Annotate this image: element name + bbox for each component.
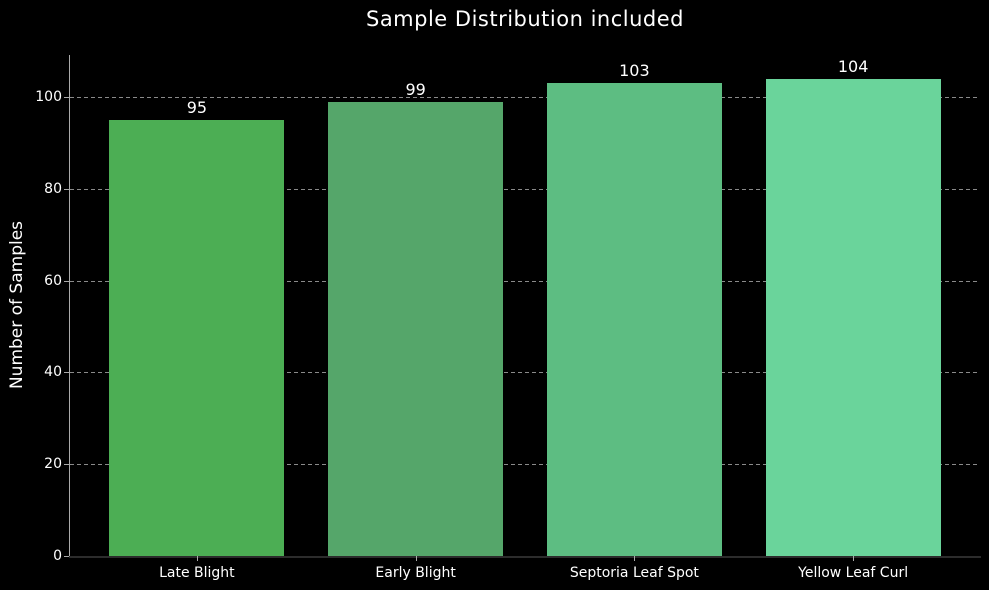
- bar: [328, 101, 504, 556]
- y-tick-mark: [64, 280, 69, 282]
- x-axis-line: [69, 556, 981, 558]
- category-label: Yellow Leaf Curl: [798, 565, 909, 581]
- bar: [546, 83, 722, 556]
- y-tick-mark: [64, 188, 69, 190]
- plot-area: 0 20 40 60 80 100 95 Late Blight 99 Early Blight 1…: [35, 55, 981, 581]
- bar-value-label: 104: [837, 56, 869, 76]
- x-tick-mark: [853, 556, 855, 561]
- y-tick-label: 0: [53, 548, 62, 564]
- x-tick-mark: [415, 556, 417, 561]
- category-label: Early Blight: [375, 565, 456, 581]
- chart-title: Sample Distribution included: [365, 7, 685, 31]
- category-label: Late Blight: [159, 565, 235, 581]
- x-tick-mark: [634, 556, 636, 561]
- gridline: [70, 280, 980, 282]
- bar: [765, 78, 941, 556]
- y-tick-mark: [64, 464, 69, 466]
- y-tick-label: 60: [44, 272, 62, 289]
- y-tick-mark: [64, 97, 69, 99]
- y-tick-label: 100: [35, 89, 62, 106]
- bar-value-label: 95: [186, 98, 208, 118]
- bar-value-label: 99: [405, 79, 426, 99]
- y-axis-line: [69, 55, 70, 556]
- category-label: Septoria Leaf Spot: [569, 565, 699, 581]
- gridline: [70, 188, 980, 190]
- y-axis-label: Number of Samples: [7, 220, 27, 390]
- bar: [109, 120, 285, 556]
- gridline: [70, 464, 980, 466]
- gridline: [70, 372, 980, 374]
- x-tick-mark: [196, 556, 198, 561]
- y-tick-label: 80: [44, 180, 62, 197]
- bar-value-label: 103: [619, 61, 650, 81]
- gridline: [70, 97, 980, 99]
- y-tick-mark: [64, 556, 69, 557]
- y-tick-label: 40: [44, 364, 62, 381]
- y-tick-label: 20: [44, 456, 62, 473]
- y-tick-mark: [64, 372, 69, 374]
